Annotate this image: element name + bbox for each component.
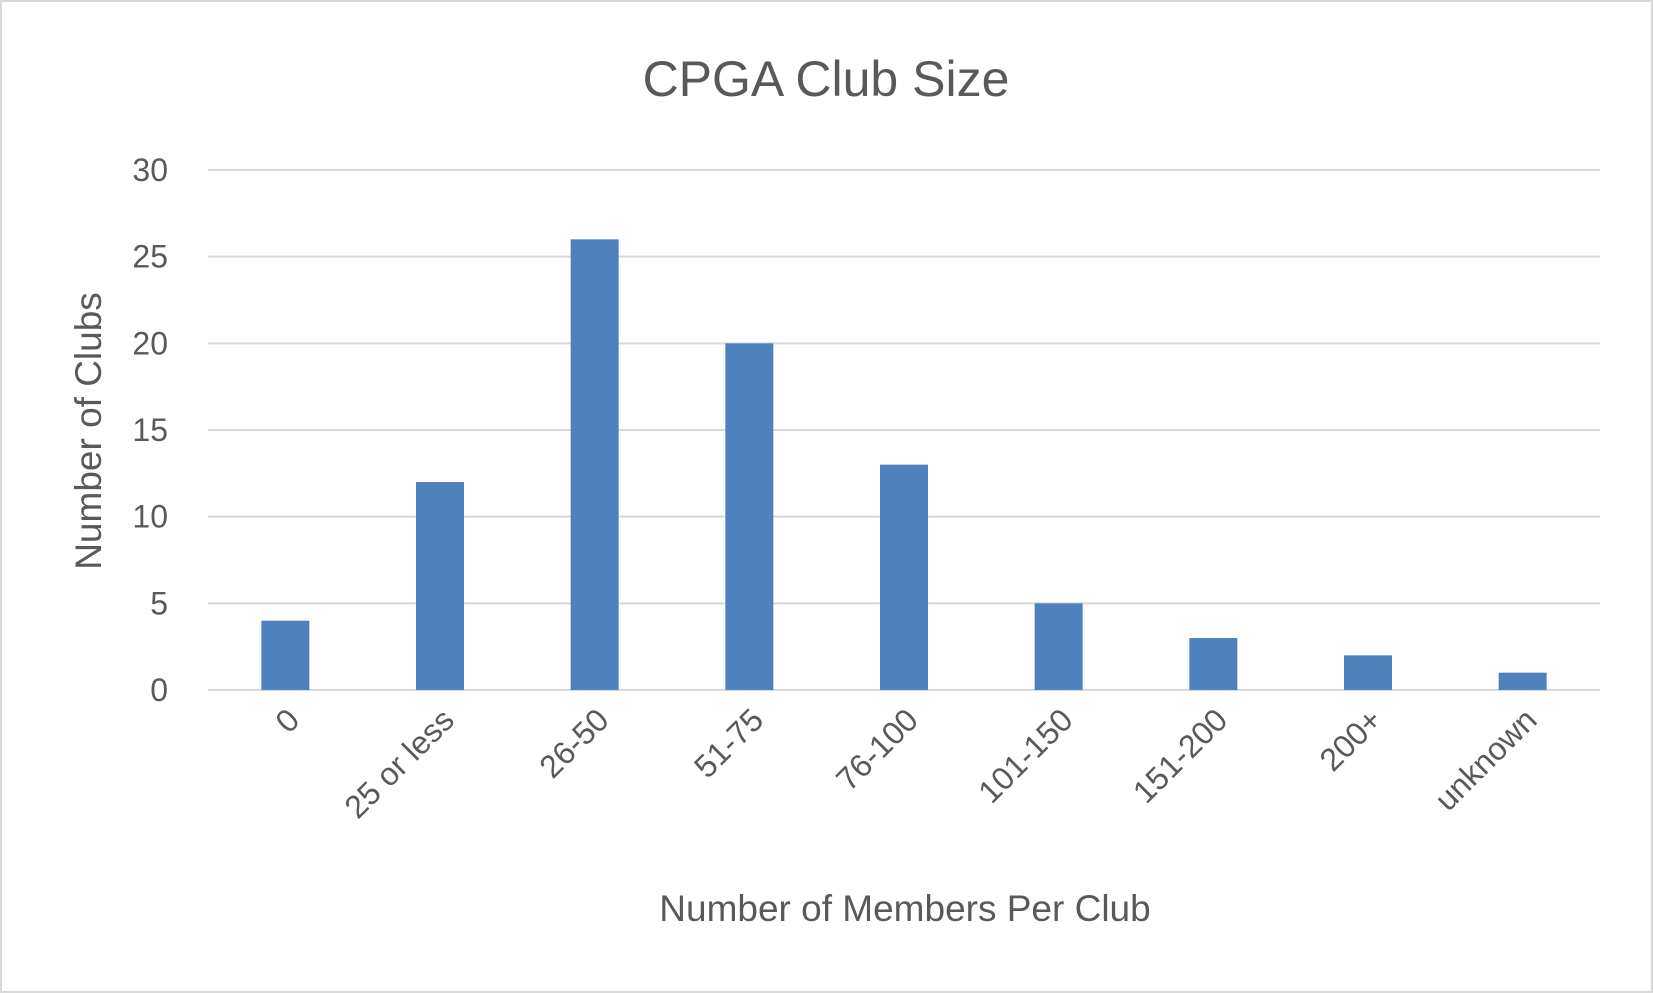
y-axis-ticks: 0 5 10 15 20 25 30 [132, 152, 168, 708]
bars [261, 239, 1547, 691]
x-tick-label: unknown [1428, 701, 1544, 817]
bar [1498, 672, 1547, 690]
x-tick-label: 76-100 [829, 701, 925, 797]
bar [416, 482, 464, 690]
bar [261, 620, 310, 690]
y-tick-label: 20 [132, 325, 168, 361]
x-tick-label: 26-50 [532, 701, 615, 784]
x-tick-label: 0 [268, 701, 306, 739]
y-tick-label: 10 [132, 499, 168, 535]
y-tick-label: 30 [132, 152, 168, 188]
y-tick-label: 5 [150, 585, 168, 621]
bar [1344, 655, 1392, 690]
y-tick-label: 15 [132, 412, 168, 448]
chart-title: CPGA Club Size [643, 51, 1010, 107]
x-tick-label: 51-75 [687, 701, 770, 784]
x-tick-label: 200+ [1313, 701, 1389, 777]
y-tick-label: 25 [132, 239, 168, 275]
y-tick-label: 0 [150, 672, 168, 708]
bar [570, 239, 619, 691]
x-tick-label: 25 or less [337, 701, 461, 825]
bar [725, 343, 774, 690]
x-tick-label: 101-150 [971, 701, 1079, 809]
x-axis-ticks: 0 25 or less 26-50 51-75 76-100 101-150 151-20… [268, 701, 1543, 825]
x-axis-label: Number of Members Per Club [659, 888, 1150, 929]
x-tick-label: 151-200 [1126, 701, 1234, 809]
bar [1034, 603, 1083, 690]
bar [1189, 638, 1238, 690]
bar [880, 464, 928, 690]
y-axis-label: Number of Clubs [68, 292, 109, 570]
